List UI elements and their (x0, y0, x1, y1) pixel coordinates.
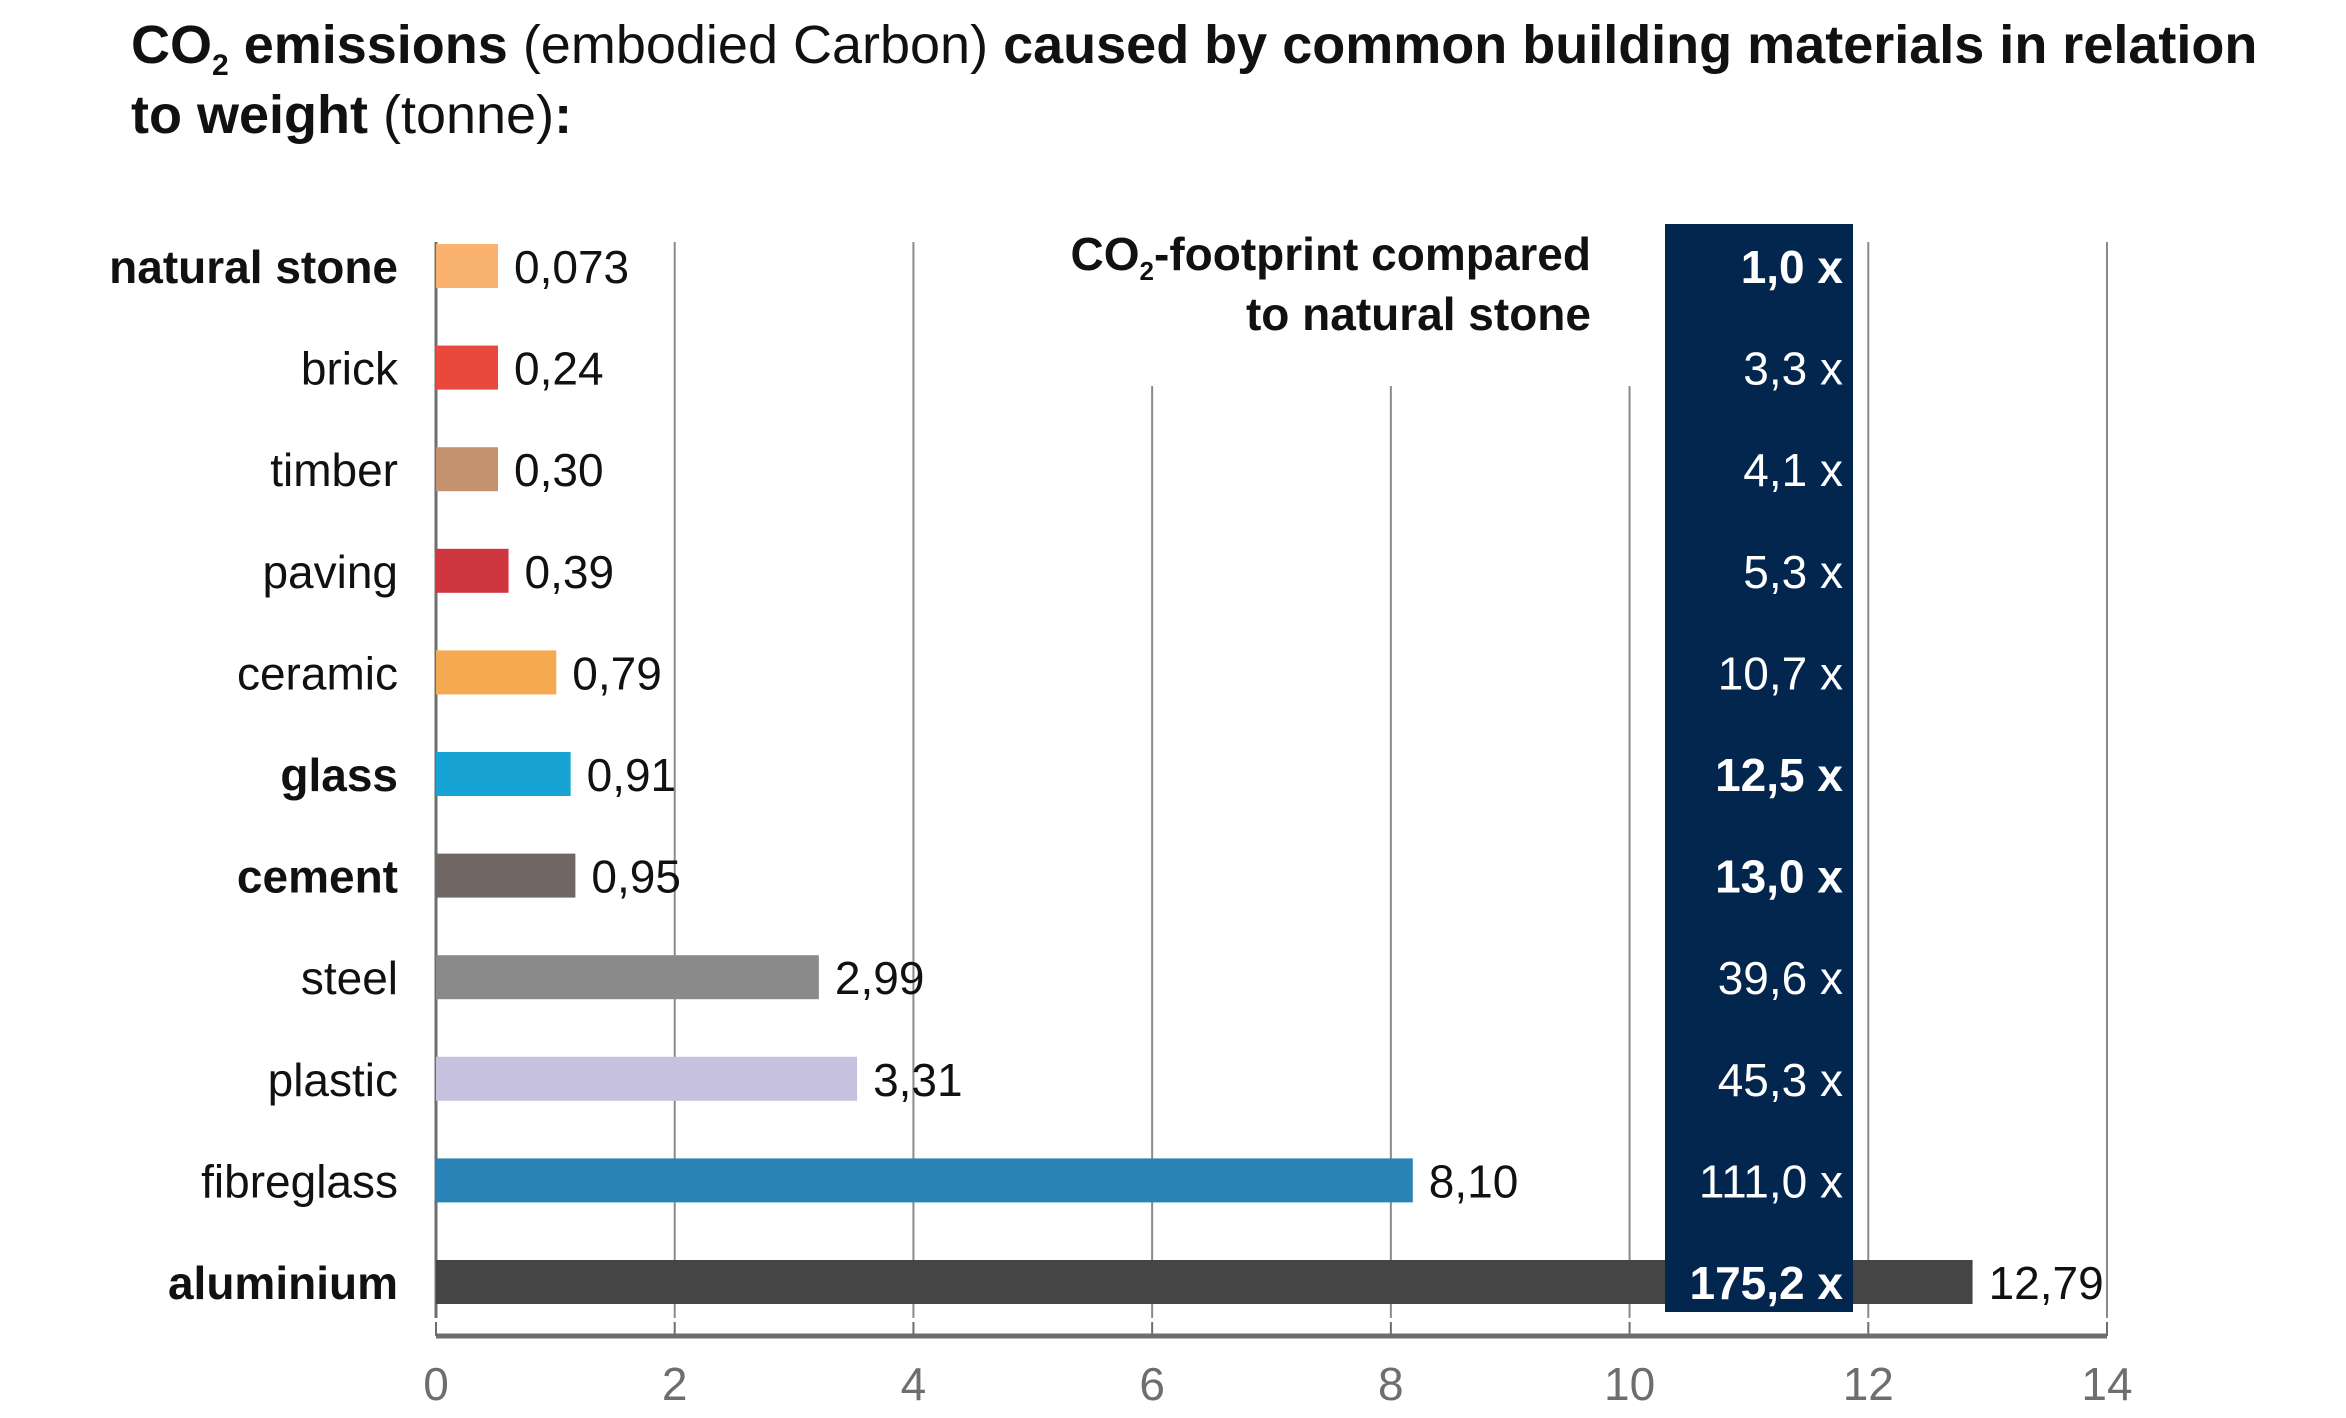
comparison-panel (1665, 224, 1853, 1312)
factor-label-plastic: 45,3 x (1718, 1054, 1843, 1106)
bar-natural-stone (436, 244, 498, 288)
bar-ceramic (436, 650, 557, 695)
annotation-line-2: to natural stone (1245, 288, 1591, 340)
category-label-natural-stone: natural stone (109, 241, 398, 293)
bars (436, 244, 1973, 1304)
bar-glass (436, 752, 571, 796)
bar-brick (436, 345, 498, 390)
value-label-paving: 0,39 (525, 546, 615, 598)
category-label-ceramic: ceramic (237, 647, 398, 699)
value-label-timber: 0,30 (514, 444, 604, 496)
x-tick-label-2: 2 (662, 1358, 688, 1410)
factor-label-ceramic: 10,7 x (1718, 647, 1843, 699)
x-tick-label-10: 10 (1604, 1358, 1655, 1410)
title-colon: : (554, 85, 573, 145)
category-labels: natural stone brick timber paving ceramic gla… (109, 241, 399, 1309)
comparison-annotation: CO2-footprint compared to natural stone (1071, 224, 1591, 344)
category-label-brick: brick (301, 343, 399, 395)
title-unit: (tonne) (367, 85, 555, 145)
x-tick-label-6: 6 (1139, 1358, 1165, 1410)
value-label-cement: 0,95 (591, 851, 681, 903)
x-tick-label-8: 8 (1378, 1358, 1404, 1410)
title-co2: CO2 (131, 15, 229, 82)
category-label-paving: paving (262, 546, 398, 598)
factor-label-fibreglass: 111,0 x (1699, 1155, 1843, 1207)
bar-timber (436, 447, 498, 492)
x-tick-label-0: 0 (423, 1358, 449, 1410)
category-label-aluminium: aluminium (168, 1257, 398, 1309)
factor-label-paving: 5,3 x (1743, 546, 1843, 598)
category-label-cement: cement (237, 851, 398, 903)
x-tick-label-4: 4 (901, 1358, 927, 1410)
category-label-timber: timber (270, 444, 398, 496)
value-label-plastic: 3,31 (873, 1054, 963, 1106)
title-emissions: emissions (228, 15, 508, 75)
factor-label-steel: 39,6 x (1718, 952, 1843, 1004)
category-label-glass: glass (280, 749, 398, 801)
chart-title: CO2 emissions (embodied Carbon) caused b… (131, 10, 2281, 150)
factor-label-glass: 12,5 x (1715, 749, 1843, 801)
x-tick-label-14: 14 (2081, 1358, 2132, 1410)
factor-label-aluminium: 175,2 x (1690, 1257, 1844, 1309)
value-label-ceramic: 0,79 (572, 647, 662, 699)
bar-plastic (436, 1056, 858, 1101)
value-labels: 0,073 0,24 0,30 0,39 0,79 0,91 0,95 2,99 3,31 8,1… (514, 241, 2104, 1309)
x-axis: 0 2 4 6 8 10 12 14 (423, 1322, 2133, 1410)
bar-steel (436, 955, 819, 1000)
title-caused-by: caused by common building materials in r… (131, 15, 2258, 145)
x-tick-label-12: 12 (1843, 1358, 1894, 1410)
factor-label-natural-stone: 1,0 x (1741, 241, 1844, 293)
grid-lines (434, 242, 2108, 1318)
annotation-line-1: CO2-footprint compared (1070, 228, 1591, 286)
factor-label-brick: 3,3 x (1743, 343, 1843, 395)
value-label-steel: 2,99 (835, 952, 925, 1004)
bar-fibreglass (436, 1158, 1413, 1203)
category-label-fibreglass: fibreglass (201, 1155, 398, 1207)
comparison-factor-labels: 1,0 x 3,3 x 4,1 x 5,3 x 10,7 x 12,5 x 13,0 x 39… (1690, 241, 1844, 1309)
value-label-brick: 0,24 (514, 343, 604, 395)
factor-label-timber: 4,1 x (1743, 444, 1843, 496)
category-label-plastic: plastic (268, 1054, 398, 1106)
value-label-natural-stone: 0,073 (514, 241, 629, 293)
category-label-steel: steel (301, 952, 398, 1004)
factor-label-cement: 13,0 x (1715, 851, 1843, 903)
bar-paving (436, 548, 509, 593)
title-embodied: (embodied Carbon) (507, 15, 1004, 75)
value-label-fibreglass: 8,10 (1429, 1155, 1519, 1207)
value-label-glass: 0,91 (587, 749, 677, 801)
value-label-aluminium: 12,79 (1989, 1257, 2104, 1309)
bar-cement (436, 853, 576, 898)
